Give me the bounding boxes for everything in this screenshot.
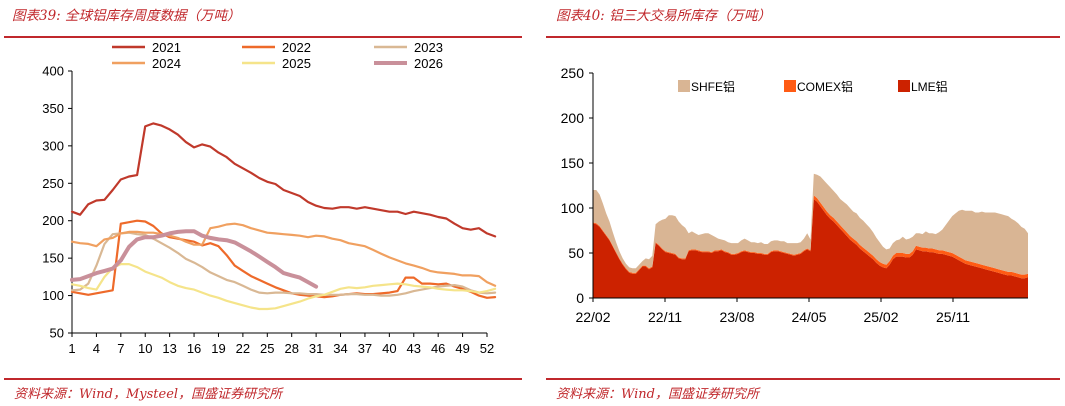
y-tick-label: 50 (50, 326, 64, 341)
x-tick-label: 25 (260, 341, 274, 356)
legend-label-2025: 2025 (282, 56, 311, 71)
x-tick-label: 37 (358, 341, 372, 356)
x-tick-label: 43 (407, 341, 421, 356)
series-line-2025 (70, 263, 497, 311)
x-tick-label: 4 (93, 341, 100, 356)
y-tick-label: 250 (42, 176, 64, 191)
y-tick-label: 300 (42, 138, 64, 153)
y-tick-label: 200 (561, 110, 585, 126)
y-tick-label: 400 (42, 64, 64, 79)
series-line-2024 (70, 222, 497, 287)
area-lme (593, 199, 1028, 298)
x-tick-label: 25/02 (863, 309, 898, 325)
x-tick-label: 23/08 (719, 309, 754, 325)
y-tick-label: 100 (42, 288, 64, 303)
series-line-2022 (70, 219, 497, 299)
x-tick-label: 22/02 (575, 309, 610, 325)
legend-label-comex: COMEX铝 (797, 79, 853, 94)
x-tick-label: 31 (309, 341, 323, 356)
x-tick-label: 10 (138, 341, 152, 356)
x-tick-label: 25/11 (936, 309, 970, 325)
y-tick-label: 100 (561, 200, 585, 216)
series-line-2023 (70, 231, 497, 297)
legend-swatch-shfe (678, 80, 690, 92)
y-tick-label: 50 (568, 245, 584, 261)
x-tick-label: 1 (68, 341, 75, 356)
series-line-2026 (70, 229, 319, 289)
right-title-rule (546, 36, 1060, 38)
legend-label-2021: 2021 (152, 40, 181, 55)
y-tick-label: 350 (42, 101, 64, 116)
legend-swatch-comex (784, 80, 796, 92)
left-figure-title: 图表39: 全球铝库存周度数据（万吨） (12, 8, 241, 24)
legend-label-shfe: SHFE铝 (691, 79, 735, 94)
left-title-rule (4, 36, 522, 38)
legend-swatch-lme (898, 80, 910, 92)
x-tick-label: 28 (284, 341, 298, 356)
x-tick-label: 24/05 (791, 309, 826, 325)
x-tick-label: 34 (333, 341, 347, 356)
right-figure-title: 图表40: 铝三大交易所库存（万吨） (556, 8, 772, 24)
left-source-rule (4, 378, 522, 380)
x-tick-label: 13 (162, 341, 176, 356)
legend-label-2026: 2026 (414, 56, 443, 71)
x-tick-label: 46 (431, 341, 445, 356)
right-source-rule (546, 378, 1060, 380)
y-tick-label: 150 (42, 251, 64, 266)
y-tick-label: 0 (576, 290, 584, 306)
legend-label-2022: 2022 (282, 40, 311, 55)
legend-label-2023: 2023 (414, 40, 443, 55)
legend-label-lme: LME铝 (911, 79, 948, 94)
x-tick-label: 22 (236, 341, 250, 356)
exchange-aluminum-inventory-chart: 0 50 100 150 200 250 22/02 22/11 23/08 24/05 25/02… (561, 65, 1028, 325)
y-tick-label: 200 (42, 213, 64, 228)
x-tick-label: 19 (211, 341, 225, 356)
x-tick-label: 16 (187, 341, 201, 356)
x-tick-label: 22/11 (648, 309, 682, 325)
left-figure-source: 资料来源：Wind，Mysteel，国盛证券研究所 (14, 387, 283, 402)
left-figure-panel: 图表39: 全球铝库存周度数据（万吨） 50 100 150 200 250 300 350… (0, 0, 522, 406)
legend-label-2024: 2024 (152, 56, 181, 71)
global-aluminum-weekly-inventory-chart: 50 100 150 200 250 300 350 400 1 4 7 10 13 16 19 22 25 28… (42, 40, 497, 356)
x-tick-label: 7 (117, 341, 124, 356)
series-line-2021 (70, 122, 497, 238)
right-figure-panel: 图表40: 铝三大交易所库存（万吨） 0 50 100 150 200 250 22/02 2… (540, 0, 1065, 406)
right-figure-source: 资料来源：Wind，国盛证券研究所 (556, 387, 759, 402)
y-tick-label: 250 (561, 65, 585, 81)
area-shfe (593, 173, 1028, 275)
x-tick-label: 40 (382, 341, 396, 356)
x-tick-label: 49 (455, 341, 469, 356)
x-tick-label: 52 (480, 341, 494, 356)
y-tick-label: 150 (561, 155, 585, 171)
